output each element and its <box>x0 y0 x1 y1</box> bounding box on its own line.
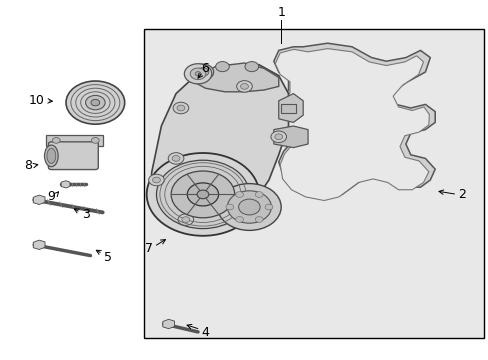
Circle shape <box>251 203 266 215</box>
Circle shape <box>227 191 271 223</box>
Circle shape <box>264 204 272 210</box>
Circle shape <box>235 192 243 197</box>
Text: 1: 1 <box>277 6 285 19</box>
Circle shape <box>195 72 201 76</box>
Bar <box>144 29 483 338</box>
Circle shape <box>52 138 60 143</box>
Circle shape <box>168 153 183 164</box>
Text: 8: 8 <box>24 159 32 172</box>
Circle shape <box>244 62 258 72</box>
Polygon shape <box>275 49 428 201</box>
Circle shape <box>255 206 263 212</box>
Circle shape <box>173 102 188 114</box>
Circle shape <box>217 184 281 230</box>
Polygon shape <box>163 319 174 329</box>
Circle shape <box>192 64 213 80</box>
Ellipse shape <box>44 145 58 167</box>
Circle shape <box>270 131 286 143</box>
Polygon shape <box>46 135 102 146</box>
FancyBboxPatch shape <box>48 142 98 170</box>
Circle shape <box>197 68 208 76</box>
Circle shape <box>255 217 263 222</box>
Circle shape <box>171 171 234 218</box>
Circle shape <box>235 217 243 222</box>
Circle shape <box>255 192 263 197</box>
Bar <box>281 104 295 113</box>
Circle shape <box>274 134 282 140</box>
Circle shape <box>178 214 193 225</box>
Polygon shape <box>278 94 303 122</box>
Circle shape <box>215 62 229 72</box>
Circle shape <box>225 204 233 210</box>
Text: 5: 5 <box>103 251 111 264</box>
Circle shape <box>91 138 99 143</box>
Polygon shape <box>61 181 70 188</box>
Circle shape <box>240 84 248 89</box>
Circle shape <box>177 105 184 111</box>
Polygon shape <box>151 65 288 223</box>
Circle shape <box>66 81 124 124</box>
Circle shape <box>148 174 164 186</box>
Polygon shape <box>273 126 307 148</box>
Text: 3: 3 <box>81 208 89 221</box>
Text: 6: 6 <box>201 62 209 75</box>
Text: 4: 4 <box>201 327 209 339</box>
Circle shape <box>187 183 218 206</box>
Text: 7: 7 <box>145 242 153 255</box>
Circle shape <box>236 81 252 92</box>
Circle shape <box>85 95 105 110</box>
Circle shape <box>182 217 189 222</box>
Circle shape <box>172 156 180 161</box>
Polygon shape <box>195 63 278 92</box>
Circle shape <box>197 190 208 199</box>
Circle shape <box>190 68 205 80</box>
Circle shape <box>146 153 259 236</box>
Circle shape <box>238 199 260 215</box>
Polygon shape <box>33 240 45 249</box>
Circle shape <box>184 64 211 84</box>
Polygon shape <box>33 195 45 204</box>
Polygon shape <box>273 43 434 198</box>
Circle shape <box>91 99 100 106</box>
Circle shape <box>156 160 249 229</box>
Text: 2: 2 <box>457 188 465 201</box>
Circle shape <box>152 177 160 183</box>
Ellipse shape <box>47 148 56 163</box>
Text: 9: 9 <box>47 190 55 203</box>
Text: 10: 10 <box>29 94 44 107</box>
